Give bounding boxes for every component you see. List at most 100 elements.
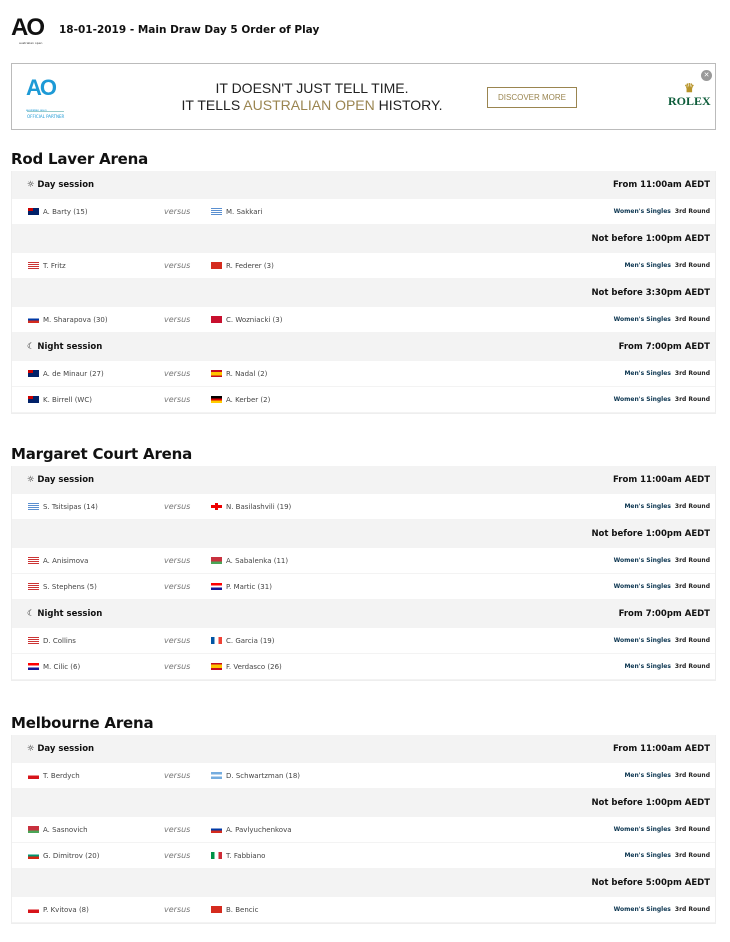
player-2[interactable]: A. Kerber (2) [211, 396, 270, 404]
match-row[interactable]: A. de Minaur (27) versus R. Nadal (2) Men's… [12, 361, 715, 387]
session-time: From 11:00am AEDT [613, 744, 710, 754]
player-1[interactable]: T. Berdych [28, 772, 80, 780]
page-title: 18-01-2019 - Main Draw Day 5 Order of Pl… [59, 24, 320, 36]
player-1-name: A. Barty (15) [43, 207, 88, 216]
player-2[interactable]: D. Schwartzman (18) [211, 772, 300, 780]
player-1[interactable]: T. Fritz [28, 262, 66, 270]
event-name[interactable]: Women's Singles [613, 637, 671, 644]
match-row[interactable]: A. Barty (15) versus M. Sakkari Women's Sin… [12, 199, 715, 225]
player-2[interactable]: N. Basilashvili (19) [211, 503, 291, 511]
sun-icon: ☼ [27, 744, 38, 754]
match-row[interactable]: P. Kvitova (8) versus B. Bencic Women's Sin… [12, 897, 715, 923]
player-1[interactable]: D. Collins [28, 637, 76, 645]
match-event: Men's Singles 3rd Round [624, 503, 710, 510]
player-1[interactable]: S. Tsitsipas (14) [28, 503, 98, 511]
match-row[interactable]: A. Sasnovich versus A. Pavlyuchenkova Women… [12, 817, 715, 843]
player-2[interactable]: C. Garcia (19) [211, 637, 274, 645]
versus-label: versus [164, 636, 191, 645]
page-header: AO australian open 18-01-2019 - Main Dra… [11, 16, 320, 47]
flag-icon [28, 262, 39, 269]
player-1[interactable]: M. Sharapova (30) [28, 316, 108, 324]
player-2[interactable]: M. Sakkari [211, 208, 262, 216]
round-label: 3rd Round [674, 663, 710, 670]
player-1[interactable]: S. Stephens (5) [28, 583, 97, 591]
player-1[interactable]: K. Birrell (WC) [28, 396, 92, 404]
rolex-ad-banner[interactable]: AO australian open OFFICIAL PARTNER IT DO… [11, 63, 716, 130]
event-name[interactable]: Men's Singles [624, 663, 671, 670]
match-row[interactable]: K. Birrell (WC) versus A. Kerber (2) Women'… [12, 387, 715, 413]
court-schedule: ☼ Day session From 11:00am AEDT T. Berdych… [11, 735, 716, 924]
session-name: Night session [37, 609, 103, 619]
close-icon[interactable]: ✕ [701, 70, 712, 81]
flag-icon [211, 503, 222, 510]
match-row[interactable]: G. Dimitrov (20) versus T. Fabbiano Men's S… [12, 843, 715, 869]
court-section: Margaret Court Arena ☼ Day session From 11… [11, 445, 716, 681]
flag-icon [28, 772, 39, 779]
match-row[interactable]: T. Berdych versus D. Schwartzman (18) Men's… [12, 763, 715, 789]
event-name[interactable]: Men's Singles [624, 503, 671, 510]
round-label: 3rd Round [674, 906, 710, 913]
flag-icon [28, 637, 39, 644]
player-1[interactable]: M. Cilic (6) [28, 663, 80, 671]
player-2[interactable]: F. Verdasco (26) [211, 663, 282, 671]
versus-label: versus [164, 662, 191, 671]
event-name[interactable]: Men's Singles [624, 772, 671, 779]
player-1-name: D. Collins [43, 636, 76, 645]
match-row[interactable]: A. Anisimova versus A. Sabalenka (11) Women… [12, 548, 715, 574]
event-name[interactable]: Men's Singles [624, 370, 671, 377]
match-event: Women's Singles 3rd Round [614, 583, 710, 590]
player-2[interactable]: R. Federer (3) [211, 262, 274, 270]
event-name[interactable]: Men's Singles [624, 262, 671, 269]
match-row[interactable]: M. Sharapova (30) versus C. Wozniacki (3) W… [12, 307, 715, 333]
match-row[interactable]: M. Cilic (6) versus F. Verdasco (26) Men's … [12, 654, 715, 680]
player-2[interactable]: A. Pavlyuchenkova [211, 826, 292, 834]
ad-ao-logo: AO australian open [26, 77, 57, 120]
match-row[interactable]: T. Fritz versus R. Federer (3) Men's Single… [12, 253, 715, 279]
ao-logo[interactable]: AO australian open [11, 16, 49, 47]
round-label: 3rd Round [674, 637, 710, 644]
match-row[interactable]: S. Stephens (5) versus P. Martic (31) Women… [12, 574, 715, 600]
player-1[interactable]: A. Sasnovich [28, 826, 88, 834]
match-row[interactable]: S. Tsitsipas (14) versus N. Basilashvili (… [12, 494, 715, 520]
ad-copy: IT DOESN'T JUST TELL TIME. IT TELLS AUST… [162, 80, 462, 114]
versus-label: versus [164, 207, 191, 216]
round-label: 3rd Round [674, 262, 710, 269]
event-name[interactable]: Women's Singles [613, 826, 671, 833]
event-name[interactable]: Women's Singles [613, 208, 671, 215]
event-name[interactable]: Women's Singles [613, 557, 671, 564]
round-label: 3rd Round [674, 826, 710, 833]
versus-label: versus [164, 502, 191, 511]
flag-icon [211, 772, 222, 779]
event-name[interactable]: Women's Singles [613, 906, 671, 913]
match-event: Women's Singles 3rd Round [614, 208, 710, 215]
player-2[interactable]: P. Martic (31) [211, 583, 272, 591]
event-name[interactable]: Women's Singles [613, 583, 671, 590]
player-2[interactable]: C. Wozniacki (3) [211, 316, 282, 324]
player-1[interactable]: A. Anisimova [28, 557, 88, 565]
discover-more-button[interactable]: DISCOVER MORE [487, 87, 577, 108]
round-label: 3rd Round [674, 557, 710, 564]
match-event: Women's Singles 3rd Round [614, 316, 710, 323]
session-time: Not before 1:00pm AEDT [591, 234, 710, 244]
ad-line-2: IT TELLS AUSTRALIAN OPEN HISTORY. [162, 97, 462, 114]
event-name[interactable]: Men's Singles [624, 852, 671, 859]
player-2[interactable]: B. Bencic [211, 906, 258, 914]
player-2-name: R. Federer (3) [226, 261, 274, 270]
flag-icon [211, 370, 222, 377]
match-event: Men's Singles 3rd Round [624, 772, 710, 779]
match-row[interactable]: D. Collins versus C. Garcia (19) Women's Si… [12, 628, 715, 654]
player-1[interactable]: P. Kvitova (8) [28, 906, 89, 914]
match-event: Men's Singles 3rd Round [624, 663, 710, 670]
flag-icon [28, 316, 39, 323]
player-2[interactable]: A. Sabalenka (11) [211, 557, 288, 565]
session-row: Not before 3:30pm AEDT [12, 279, 715, 307]
player-1[interactable]: G. Dimitrov (20) [28, 852, 99, 860]
player-1[interactable]: A. Barty (15) [28, 208, 88, 216]
player-2[interactable]: R. Nadal (2) [211, 370, 267, 378]
player-1[interactable]: A. de Minaur (27) [28, 370, 104, 378]
flag-icon [28, 663, 39, 670]
session-label: ☼ Day session [27, 475, 94, 485]
event-name[interactable]: Women's Singles [613, 396, 671, 403]
event-name[interactable]: Women's Singles [613, 316, 671, 323]
player-2[interactable]: T. Fabbiano [211, 852, 265, 860]
